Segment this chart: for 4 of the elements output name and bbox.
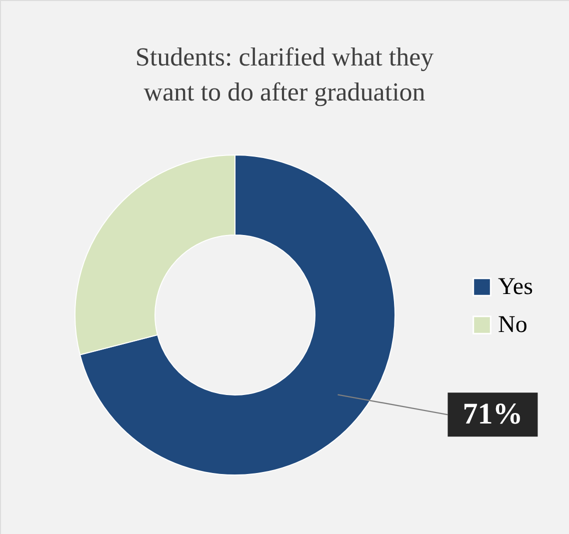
data-label: 71% [462, 398, 523, 431]
legend-label: No [498, 312, 528, 338]
chart-title: Students: clarified what they want to do after graduation [135, 42, 434, 106]
legend-label: Yes [498, 274, 533, 300]
